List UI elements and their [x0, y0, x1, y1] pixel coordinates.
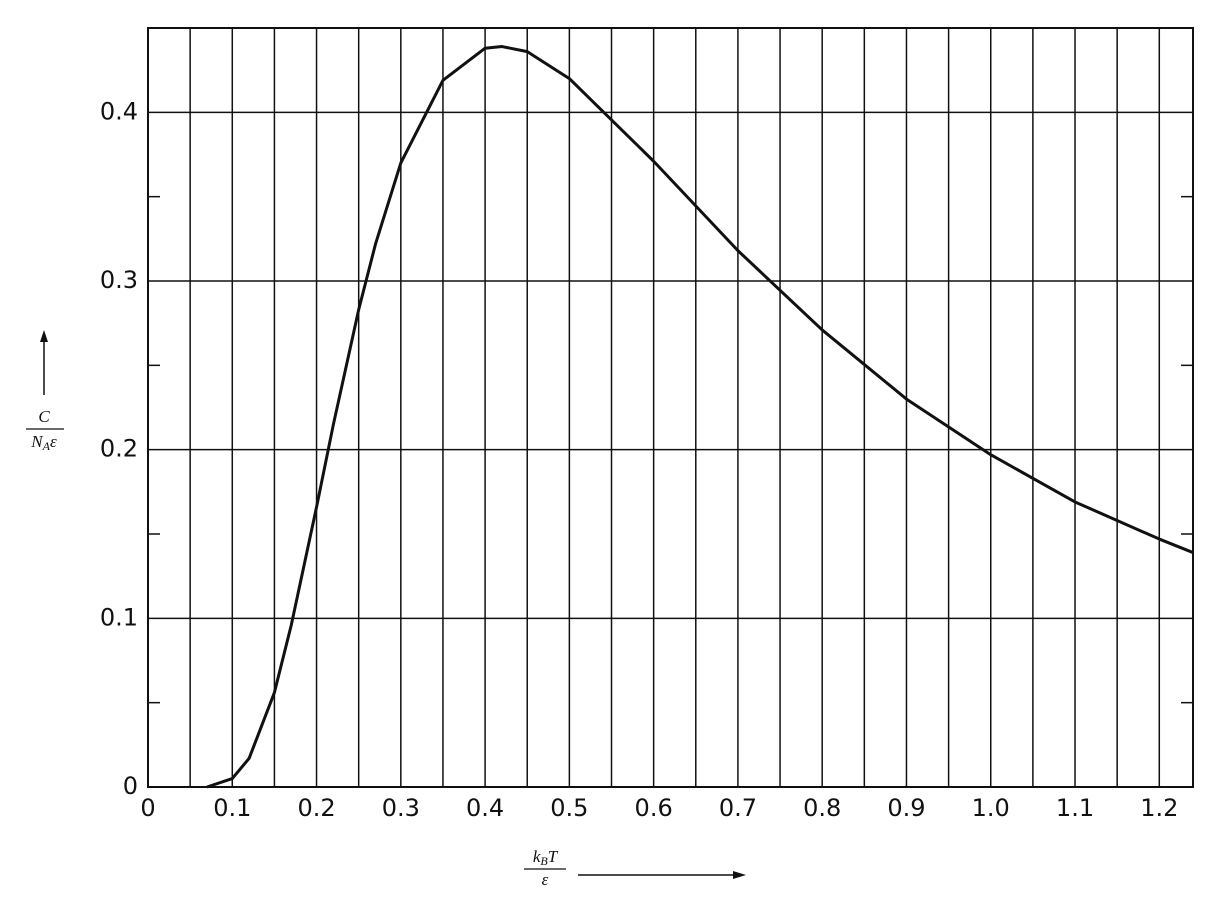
x-tick-label: 0.3 [382, 794, 420, 822]
x-tick-label: 0.7 [719, 794, 757, 822]
curve [206, 45, 1194, 789]
x-tick-label: 1.2 [1140, 794, 1178, 822]
y-tick-label: 0.4 [100, 97, 138, 125]
x-label-denominator: ε [542, 870, 549, 889]
x-tick-label: 0.5 [550, 794, 588, 822]
plot-frame [147, 27, 1194, 788]
arrow-head [40, 330, 48, 342]
x-tick-label: 0.2 [297, 794, 335, 822]
x-label-numerator: kBT [533, 847, 559, 868]
y-tick-label: 0.1 [100, 603, 138, 631]
x-tick-label: 0.9 [887, 794, 925, 822]
y-tick-label: 0.2 [100, 435, 138, 463]
y-tick-label: 0 [123, 772, 138, 800]
y-label-denominator: NAε [30, 432, 57, 453]
x-axis-label: kBT ε [524, 847, 746, 889]
label-part: N [30, 432, 44, 451]
x-tick-label: 0.1 [213, 794, 251, 822]
arrow-head [733, 871, 746, 879]
label-sub: B [540, 854, 548, 868]
x-tick-label: 1.1 [1056, 794, 1094, 822]
label-part: k [533, 847, 541, 866]
label-part: ε [50, 432, 57, 451]
y-tick-label: 0.3 [100, 266, 138, 294]
y-axis-label: C NAε [26, 330, 64, 453]
label-part: T [548, 847, 559, 866]
label-sub: A [42, 439, 51, 453]
x-tick-label: 0.6 [635, 794, 673, 822]
x-tick-label: 0 [140, 794, 155, 822]
x-tick-label: 0.4 [466, 794, 504, 822]
y-label-numerator: C [38, 407, 50, 426]
x-tick-label: 1.0 [972, 794, 1010, 822]
x-tick-label: 0.8 [803, 794, 841, 822]
